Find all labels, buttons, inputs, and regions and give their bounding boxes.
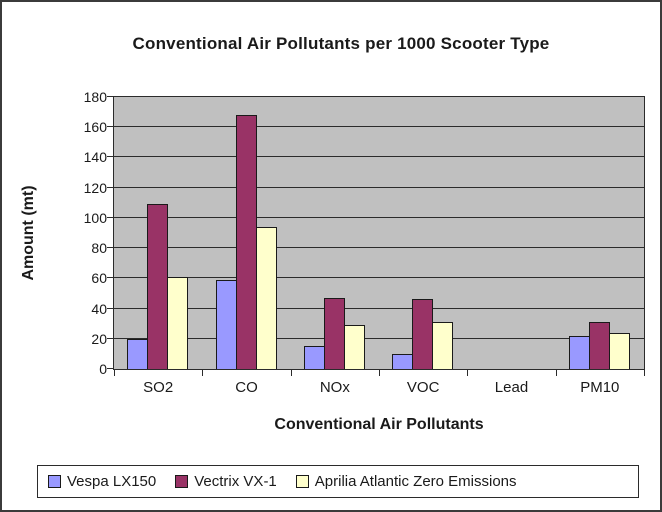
x-tick-mark-4 — [467, 370, 469, 376]
legend-label-vespa-lx150: Vespa LX150 — [67, 473, 157, 490]
gridline-140 — [114, 156, 644, 158]
y-tick-mark-100 — [107, 216, 114, 218]
gridline-120 — [114, 186, 644, 188]
gridline-40 — [114, 307, 644, 309]
legend-item-vespa-lx150: Vespa LX150 — [48, 473, 156, 490]
legend-item-aprilia-atlantic-zero-emissions: Aprilia Atlantic Zero Emissions — [295, 473, 517, 490]
x-tick-mark-2 — [290, 370, 292, 376]
x-category-label-voc: VOC — [406, 379, 440, 396]
y-tick-mark-80 — [107, 247, 114, 249]
legend-swatch-aprilia-atlantic-zero-emissions — [295, 475, 309, 488]
x-category-label-pm10: PM10 — [580, 379, 620, 396]
y-tick-mark-20 — [107, 337, 114, 339]
legend-item-vectrix-vx-1: Vectrix VX-1 — [175, 473, 277, 490]
bar-vespa-lx150-nox — [303, 346, 325, 369]
gridline-20 — [114, 337, 644, 339]
x-tick-mark-0 — [114, 370, 115, 376]
legend-label-vectrix-vx-1: Vectrix VX-1 — [194, 473, 277, 490]
x-category-label-nox: NOx — [319, 379, 350, 396]
x-tick-mark-6 — [644, 370, 645, 376]
gridline-60 — [114, 277, 644, 279]
plot-area — [113, 96, 645, 370]
bar-vespa-lx150-pm10 — [568, 336, 590, 369]
x-tick-mark-3 — [379, 370, 380, 376]
y-tick-mark-0 — [107, 368, 114, 369]
legend-swatch-vespa-lx150 — [48, 475, 61, 488]
x-axis-title: Conventional Air Pollutants — [274, 416, 484, 433]
y-tick-label-80: 80 — [91, 240, 107, 257]
bar-vectrix-vx-1-so2 — [147, 204, 169, 369]
bar-aprilia-atlantic-zero-emissions-nox — [343, 325, 365, 369]
legend-swatch-vectrix-vx-1 — [175, 475, 189, 488]
bar-vespa-lx150-co — [215, 280, 237, 369]
y-tick-mark-60 — [107, 277, 114, 279]
chart-title: Conventional Air Pollutants per 1000 Sco… — [132, 34, 550, 53]
y-tick-label-40: 40 — [91, 300, 107, 317]
y-tick-label-20: 20 — [91, 330, 107, 347]
x-category-label-lead: Lead — [494, 379, 529, 396]
bar-aprilia-atlantic-zero-emissions-pm10 — [608, 333, 630, 369]
y-tick-mark-120 — [107, 186, 114, 188]
bar-vectrix-vx-1-co — [235, 115, 257, 369]
bar-vectrix-vx-1-voc — [412, 299, 434, 369]
gridline-160 — [114, 126, 644, 128]
bar-vectrix-vx-1-pm10 — [588, 322, 610, 369]
x-tick-mark-5 — [555, 370, 557, 376]
x-category-label-co: CO — [235, 379, 258, 396]
y-tick-label-140: 140 — [83, 149, 107, 166]
y-tick-label-60: 60 — [91, 270, 107, 287]
y-tick-label-100: 100 — [83, 209, 107, 226]
y-tick-mark-160 — [107, 126, 114, 128]
y-tick-mark-140 — [107, 156, 114, 158]
bar-aprilia-atlantic-zero-emissions-voc — [432, 322, 454, 369]
x-category-label-so2: SO2 — [143, 379, 174, 396]
bar-vespa-lx150-voc — [392, 354, 414, 369]
bar-aprilia-atlantic-zero-emissions-so2 — [167, 277, 189, 369]
y-axis-title: Amount (mt) — [20, 185, 37, 281]
legend-label-aprilia-atlantic-zero-emissions: Aprilia Atlantic Zero Emissions — [314, 473, 517, 490]
y-tick-label-160: 160 — [83, 119, 107, 136]
y-tick-label-120: 120 — [83, 179, 107, 196]
bar-vespa-lx150-so2 — [127, 339, 149, 369]
y-tick-mark-40 — [107, 307, 114, 309]
y-tick-label-180: 180 — [83, 89, 107, 105]
gridline-100 — [114, 216, 644, 218]
y-tick-label-0: 0 — [99, 361, 107, 377]
gridline-80 — [114, 247, 644, 249]
bar-vectrix-vx-1-nox — [323, 298, 345, 369]
legend: Vespa LX150 Vectrix VX-1 Aprilia Atlantic … — [37, 465, 639, 498]
y-tick-mark-180 — [107, 96, 114, 97]
x-tick-mark-1 — [202, 370, 204, 376]
bar-aprilia-atlantic-zero-emissions-co — [255, 227, 277, 369]
